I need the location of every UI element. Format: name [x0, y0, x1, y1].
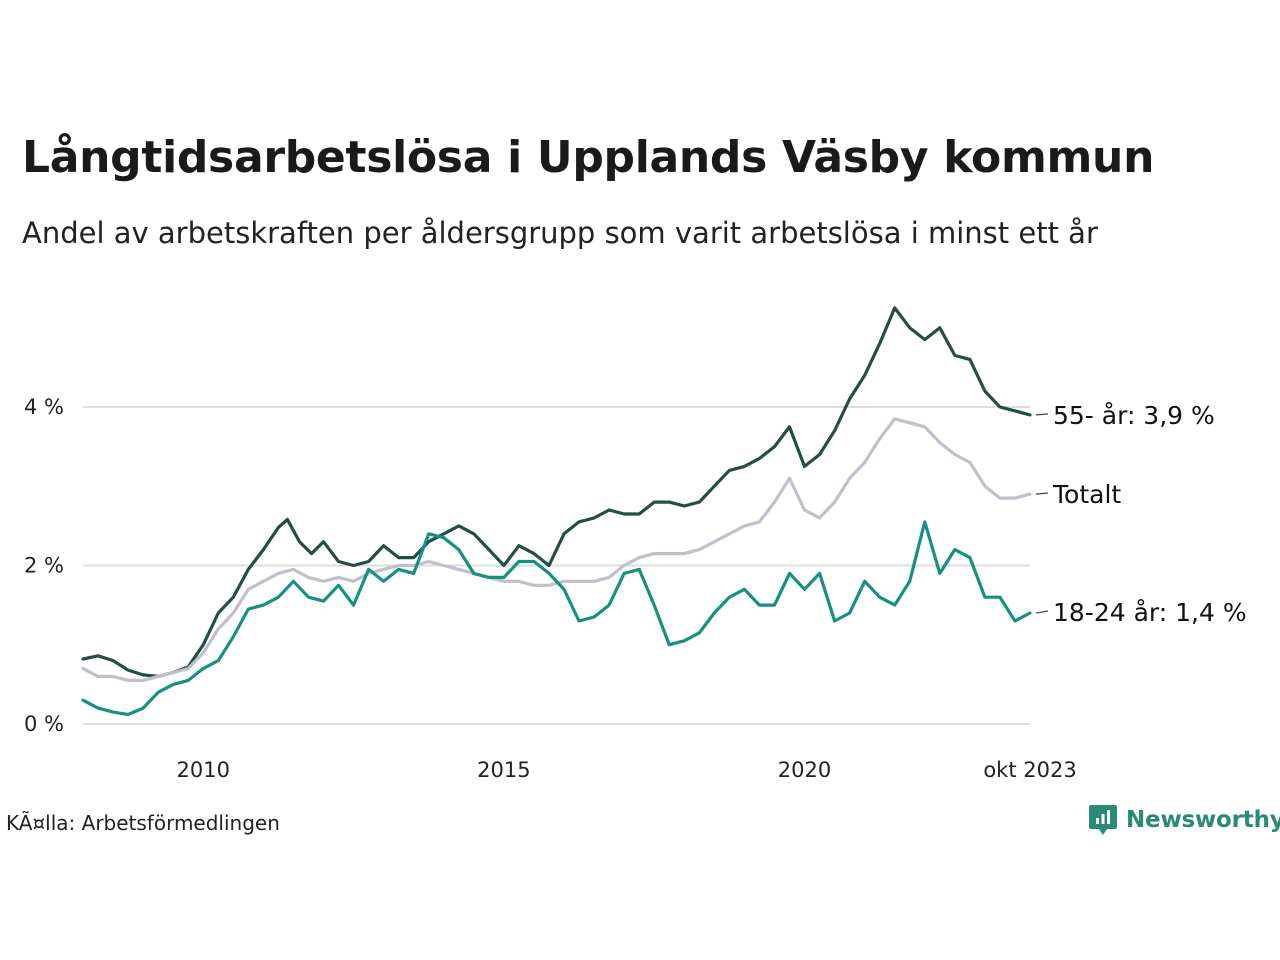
- chart-subtitle: Andel av arbetskraften per åldersgrupp s…: [22, 216, 1098, 250]
- end-label-connector: [1035, 492, 1049, 495]
- newsworthy-brand-name: Newsworthy: [1126, 807, 1280, 833]
- y-tick-label: 4 %: [24, 395, 64, 419]
- end-label: 18-24 år: 1,4 %: [1053, 598, 1247, 627]
- source-note: KÃ¤lla: Arbetsförmedlingen: [6, 811, 280, 835]
- series-line-55-r: [81, 306, 1032, 678]
- series-lines: [81, 306, 1032, 717]
- x-tick-label: 2020: [778, 758, 831, 782]
- end-label: Totalt: [1052, 480, 1121, 509]
- x-tick-label: 2010: [177, 758, 230, 782]
- end-label-connector: [1035, 413, 1049, 416]
- axis-ticks: 0 % 2 % 4 % 2010 2015 2020 okt 2023: [24, 395, 1077, 782]
- x-tick-label: okt 2023: [983, 758, 1076, 782]
- chart-title: Långtidsarbetslösa i Upplands Väsby komm…: [22, 132, 1155, 183]
- gridlines: [83, 405, 1030, 725]
- end-label-connector: [1035, 610, 1049, 614]
- end-label: 55- år: 3,9 %: [1053, 401, 1215, 430]
- x-tick-label: 2015: [477, 758, 530, 782]
- series-line-18-24-r: [81, 520, 1032, 717]
- y-tick-label: 2 %: [24, 553, 64, 577]
- newsworthy-logo[interactable]: Newsworthy: [1088, 803, 1280, 837]
- newsworthy-logo-icon: [1089, 805, 1117, 835]
- end-labels: 55- år: 3,9 % Totalt 18-24 år: 1,4 %: [1035, 401, 1247, 627]
- y-tick-label: 0 %: [24, 712, 64, 736]
